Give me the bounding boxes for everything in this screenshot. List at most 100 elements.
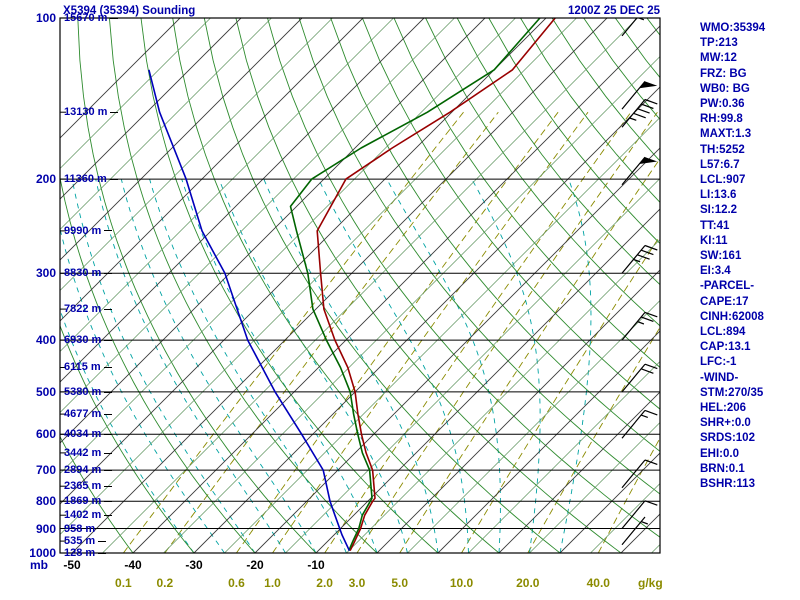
wind-barb bbox=[622, 18, 623, 19]
height-tick-icon bbox=[110, 111, 119, 113]
page-title: X5394 (35394) Sounding bbox=[63, 5, 196, 17]
wind-barb bbox=[621, 98, 658, 128]
isotherm-label: -50 bbox=[63, 558, 81, 572]
mixing-ratio-label: 0.6 bbox=[228, 576, 245, 590]
mixing-ratio-label: 2.0 bbox=[316, 576, 333, 590]
stats-line: FRZ: BG bbox=[700, 67, 747, 80]
trace-dewpoint bbox=[289, 18, 541, 552]
height-label: 1869 m bbox=[64, 495, 113, 507]
moist-adiabats bbox=[60, 178, 592, 553]
pressure-label: 900 bbox=[35, 521, 56, 536]
height-tick-icon bbox=[109, 178, 118, 180]
sounding-traces bbox=[148, 18, 556, 552]
pressure-label: 100 bbox=[35, 11, 56, 25]
mixing-ratio-unit-label: g/kg bbox=[638, 576, 663, 590]
stats-line: EI:3.4 bbox=[700, 265, 731, 278]
stats-line: WMO:35394 bbox=[700, 22, 766, 34]
mixing-ratio-lines bbox=[123, 111, 660, 553]
height-tick-icon bbox=[98, 552, 107, 554]
stats-line: CINH:62008 bbox=[700, 310, 764, 323]
height-tick-icon bbox=[104, 514, 113, 516]
height-tick-icon bbox=[103, 367, 112, 369]
stats-line: SHR+:0.0 bbox=[700, 417, 751, 430]
mixing-ratio-label: 0.2 bbox=[156, 576, 174, 590]
wind-barb bbox=[621, 500, 658, 529]
height-tick-icon bbox=[104, 485, 113, 487]
wind-barb bbox=[621, 459, 658, 489]
height-label: 3442 m bbox=[64, 447, 113, 459]
stats-line: LI:13.6 bbox=[700, 189, 737, 202]
stats-line: STM:270/35 bbox=[700, 386, 764, 399]
valid-time-label: 1200Z 25 DEC 25 bbox=[567, 5, 660, 17]
wind-barb bbox=[621, 18, 645, 37]
stats-line: BRN:0.1 bbox=[700, 462, 745, 475]
height-label: 7822 m bbox=[64, 303, 113, 315]
height-label: 535 m bbox=[64, 535, 107, 547]
height-label: 4677 m bbox=[64, 408, 113, 420]
wind-barb bbox=[621, 244, 658, 274]
mixing-ratio-label: 1.0 bbox=[264, 576, 281, 590]
wind-barb bbox=[621, 156, 658, 186]
dry-adiabats bbox=[60, 18, 660, 553]
stats-line: TP:213 bbox=[700, 37, 738, 50]
height-tick-icon bbox=[104, 272, 113, 274]
height-label: 958 m bbox=[64, 523, 107, 535]
isotherm-label: -20 bbox=[246, 558, 264, 572]
mixing-ratio-label: 20.0 bbox=[516, 576, 540, 590]
stats-line: L57:6.7 bbox=[700, 158, 740, 171]
height-tick-icon bbox=[104, 391, 113, 393]
height-tick-icon bbox=[98, 540, 107, 542]
height-tick-icon bbox=[104, 308, 113, 310]
pressure-lines bbox=[60, 18, 660, 553]
pressure-label: 200 bbox=[35, 172, 56, 187]
height-label: 2894 m bbox=[64, 464, 113, 476]
pressure-label: 400 bbox=[35, 333, 56, 348]
height-tick-icon bbox=[104, 339, 113, 341]
stats-line: SW:161 bbox=[700, 250, 742, 263]
stats-line: KI:11 bbox=[700, 234, 728, 247]
trace-temperature bbox=[316, 18, 556, 552]
height-label: 13130 m bbox=[64, 106, 119, 118]
stats-line: CAPE:17 bbox=[700, 295, 749, 308]
stats-line: CAP:13.1 bbox=[700, 341, 751, 354]
stats-panel: WMO:35394 TP:213 MW:12 FRZ: BG WB0: BG PW:0.3… bbox=[700, 21, 765, 492]
stats-line: SRDS:102 bbox=[700, 432, 755, 445]
stats-line: PW:0.36 bbox=[700, 98, 745, 111]
height-label: 11360 m bbox=[64, 173, 118, 185]
stats-line: MW:12 bbox=[700, 52, 737, 65]
pressure-label: 600 bbox=[35, 427, 56, 442]
wind-barb bbox=[621, 363, 658, 393]
mixing-ratio-label: 10.0 bbox=[449, 576, 474, 590]
height-tick-icon bbox=[104, 413, 113, 415]
height-label: 9990 m bbox=[64, 225, 113, 237]
stats-line: RH:99.8 bbox=[700, 113, 743, 126]
mixing-ratio-label: 5.0 bbox=[391, 576, 409, 590]
stats-line: EHI:0.0 bbox=[700, 447, 739, 460]
height-tick-icon bbox=[98, 528, 107, 530]
trace-parcel bbox=[148, 69, 351, 552]
isotherm-label: -10 bbox=[307, 558, 325, 572]
stats-line: -PARCEL- bbox=[700, 280, 755, 293]
height-label: 128 m bbox=[64, 547, 107, 559]
height-label: 4034 m bbox=[64, 428, 113, 440]
height-label: 6115 m bbox=[64, 361, 112, 373]
pressure-label: 1000 bbox=[29, 546, 56, 560]
stats-line: LCL:894 bbox=[700, 326, 746, 339]
pressure-label: 800 bbox=[35, 494, 56, 509]
pressure-label: 500 bbox=[35, 384, 56, 399]
wind-barb bbox=[621, 311, 658, 341]
mixing-ratio-label: 0.1 bbox=[115, 576, 132, 590]
stats-line: LFC:-1 bbox=[700, 356, 737, 369]
wind-barb bbox=[621, 409, 658, 439]
mixing-ratio-label: 40.0 bbox=[586, 576, 610, 590]
stats-line: MAXT:1.3 bbox=[700, 128, 752, 141]
height-ticks bbox=[60, 18, 66, 553]
height-label: 15670 m bbox=[64, 12, 119, 24]
height-label: 6930 m bbox=[64, 334, 113, 346]
pressure-unit-label: mb bbox=[30, 558, 48, 572]
height-tick-icon bbox=[110, 17, 119, 19]
pressure-label: 300 bbox=[35, 266, 56, 281]
height-label: 5380 m bbox=[64, 386, 113, 398]
stats-line: BSHR:113 bbox=[700, 478, 755, 491]
